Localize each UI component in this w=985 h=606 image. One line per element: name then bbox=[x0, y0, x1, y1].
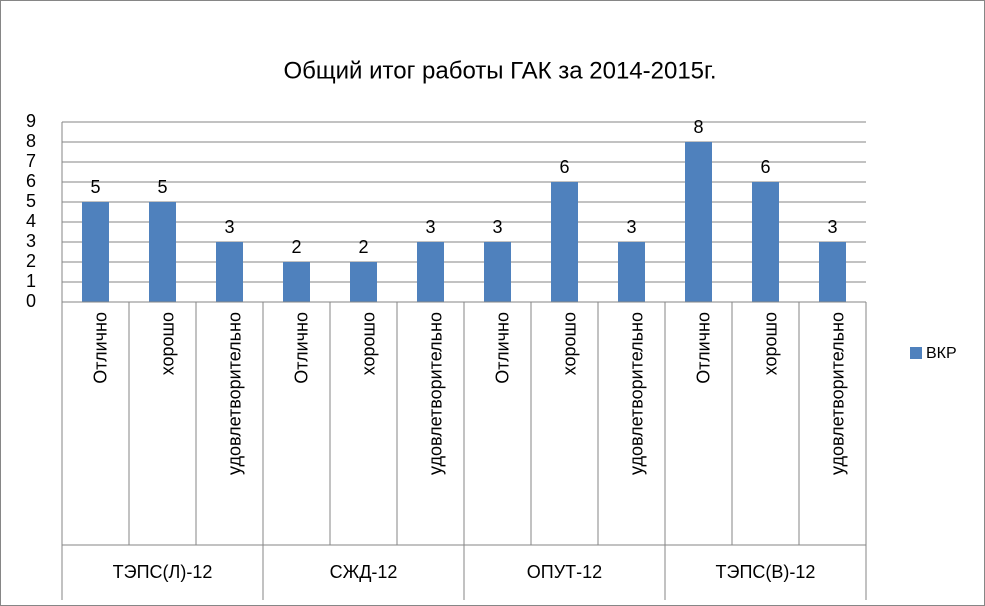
y-tick-label: 8 bbox=[26, 131, 36, 151]
x-tick-label: хорошо bbox=[358, 312, 378, 375]
y-tick-label: 6 bbox=[26, 171, 36, 191]
chart-title: Общий итог работы ГАК за 2014-2015г. bbox=[283, 57, 716, 84]
group-label: ТЭПС(Л)-12 bbox=[113, 562, 213, 582]
bar bbox=[685, 142, 712, 302]
group-label: СЖД-12 bbox=[330, 562, 398, 582]
y-tick-label: 7 bbox=[26, 151, 36, 171]
group-label: ОПУТ-12 bbox=[527, 562, 602, 582]
data-label: 6 bbox=[760, 157, 770, 177]
group-label: ТЭПС(В)-12 bbox=[716, 562, 816, 582]
x-tick-label: хорошо bbox=[559, 312, 579, 375]
data-label: 3 bbox=[827, 217, 837, 237]
legend-label: ВКР bbox=[926, 345, 957, 362]
data-label: 5 bbox=[157, 177, 167, 197]
x-tick-label: хорошо bbox=[760, 312, 780, 375]
data-label: 2 bbox=[358, 237, 368, 257]
data-label: 8 bbox=[693, 117, 703, 137]
data-label: 3 bbox=[492, 217, 502, 237]
y-tick-label: 0 bbox=[26, 291, 36, 311]
x-tick-label: Отлично bbox=[90, 312, 110, 384]
bar bbox=[484, 242, 511, 302]
bar bbox=[216, 242, 243, 302]
y-tick-label: 2 bbox=[26, 251, 36, 271]
x-tick-label: удовлетворительно bbox=[626, 312, 646, 475]
data-label: 3 bbox=[224, 217, 234, 237]
bar bbox=[82, 202, 109, 302]
legend-swatch bbox=[910, 347, 922, 359]
data-label: 3 bbox=[626, 217, 636, 237]
x-tick-label: Отлично bbox=[693, 312, 713, 384]
bar bbox=[819, 242, 846, 302]
x-tick-label: удовлетворительно bbox=[827, 312, 847, 475]
bar bbox=[551, 182, 578, 302]
y-tick-label: 5 bbox=[26, 191, 36, 211]
data-label: 3 bbox=[425, 217, 435, 237]
y-tick-label: 9 bbox=[26, 111, 36, 131]
x-tick-label: удовлетворительно bbox=[224, 312, 244, 475]
y-tick-label: 1 bbox=[26, 271, 36, 291]
data-label: 5 bbox=[90, 177, 100, 197]
x-tick-label: удовлетворительно bbox=[425, 312, 445, 475]
data-label: 2 bbox=[291, 237, 301, 257]
bar bbox=[752, 182, 779, 302]
y-tick-label: 4 bbox=[26, 211, 36, 231]
data-label: 6 bbox=[559, 157, 569, 177]
bar bbox=[149, 202, 176, 302]
bar bbox=[417, 242, 444, 302]
y-tick-label: 3 bbox=[26, 231, 36, 251]
x-tick-label: Отлично bbox=[291, 312, 311, 384]
bar bbox=[283, 262, 310, 302]
bar bbox=[618, 242, 645, 302]
x-tick-label: хорошо bbox=[157, 312, 177, 375]
x-tick-label: Отлично bbox=[492, 312, 512, 384]
bar bbox=[350, 262, 377, 302]
